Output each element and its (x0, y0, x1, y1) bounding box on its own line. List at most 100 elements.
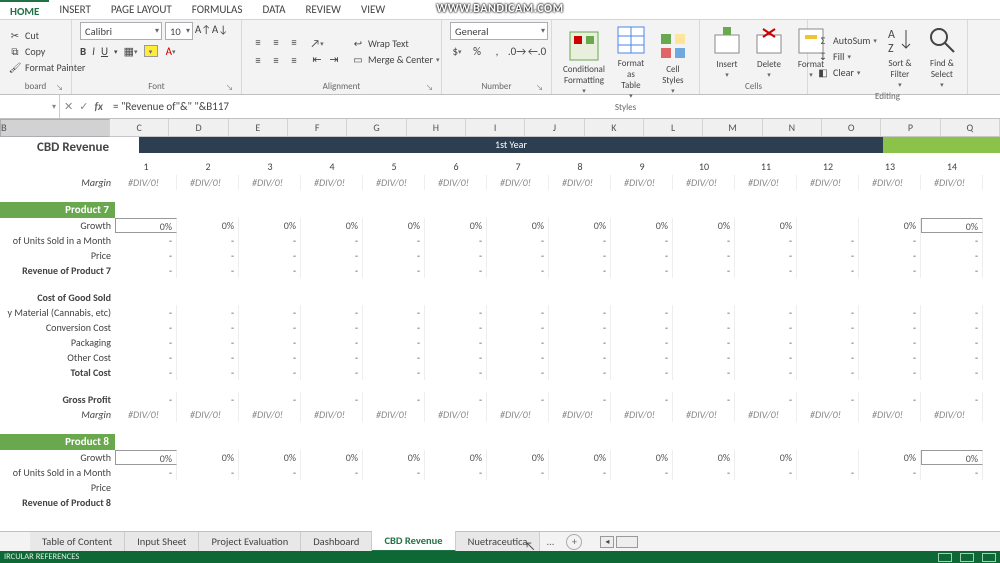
percent-format-button[interactable]: % (470, 44, 484, 58)
font-size-select[interactable]: 10 (165, 22, 193, 40)
comma-format-button[interactable]: , (490, 44, 504, 58)
add-sheet-button[interactable]: + (566, 534, 582, 550)
sheet-tab[interactable]: Input Sheet (125, 532, 199, 551)
align-bottom-icon[interactable]: ≡ (286, 35, 302, 51)
sheet-tab[interactable]: Dashboard (301, 532, 372, 551)
row-rev8[interactable]: Revenue of Product 8 (0, 495, 1000, 510)
scroll-thumb[interactable] (616, 536, 638, 548)
col-header[interactable]: G (347, 119, 406, 136)
row-growth-7[interactable]: Growth 0%0%0%0%0%0%0%0%0%0%0%0%0% (0, 218, 1000, 233)
number-format-select[interactable]: General (450, 22, 548, 40)
row-rev7[interactable]: Revenue of Product 7-------------- (0, 263, 1000, 278)
col-header[interactable]: O (822, 119, 881, 136)
row-conversion[interactable]: Conversion Cost-------------- (0, 320, 1000, 335)
row-cogs[interactable]: Cost of Good Sold (0, 290, 1000, 305)
orientation-button[interactable]: ↗ (310, 37, 324, 51)
underline-button[interactable]: U (101, 45, 108, 58)
font-color-button[interactable]: A (164, 44, 178, 58)
tab-page-layout[interactable]: PAGE LAYOUT (101, 0, 182, 19)
insert-cells-button[interactable]: Insert (708, 23, 746, 81)
dialog-launcher-icon[interactable]: ↘ (226, 83, 233, 93)
product7-header[interactable]: Product 7 (0, 202, 115, 218)
format-as-table-button[interactable]: Format as Table (612, 22, 650, 102)
increase-decimal-icon[interactable]: .0→ (510, 44, 524, 58)
row-total[interactable]: Total Cost-------------- (0, 365, 1000, 380)
tab-insert[interactable]: INSERT (49, 0, 101, 19)
col-header[interactable]: C (110, 119, 169, 136)
col-header[interactable]: E (229, 119, 288, 136)
view-layout-icon[interactable] (960, 553, 974, 562)
clear-button[interactable]: ◧Clear (816, 66, 877, 80)
align-top-icon[interactable]: ≡ (250, 35, 266, 51)
row-growth-8[interactable]: Growth0%0%0%0%0%0%0%0%0%0%0%0%0% (0, 450, 1000, 465)
align-left-icon[interactable]: ≡ (250, 53, 266, 69)
col-header[interactable]: H (407, 119, 466, 136)
col-header[interactable]: K (585, 119, 644, 136)
enter-formula-icon[interactable]: ✓ (79, 100, 88, 113)
italic-button[interactable]: I (92, 45, 95, 58)
cancel-formula-icon[interactable]: ✕ (64, 100, 73, 113)
title-cell[interactable]: CBD Revenue (0, 137, 115, 159)
tab-home[interactable]: HOME (0, 0, 49, 19)
col-header[interactable]: L (644, 119, 703, 136)
dialog-launcher-icon[interactable]: ↘ (536, 83, 543, 93)
tab-formulas[interactable]: FORMULAS (182, 0, 253, 19)
row-other[interactable]: Other Cost-------------- (0, 350, 1000, 365)
decrease-decimal-icon[interactable]: ←.0 (530, 44, 544, 58)
sheet-tab[interactable]: Project Evaluation (199, 532, 301, 551)
sheet-grid[interactable]: CBD Revenue 1st Year 1234567891011121314… (0, 137, 1000, 525)
bold-button[interactable]: B (80, 45, 86, 58)
fill-color-button[interactable] (144, 45, 158, 57)
row-price-8[interactable]: Price (0, 480, 1000, 495)
row-packaging[interactable]: Packaging-------------- (0, 335, 1000, 350)
find-select-button[interactable]: Find & Select (923, 22, 961, 91)
borders-button[interactable]: ▦ (124, 44, 138, 58)
col-header[interactable]: F (288, 119, 347, 136)
col-header[interactable]: P (881, 119, 940, 136)
tab-view[interactable]: VIEW (351, 0, 395, 19)
increase-indent-icon[interactable]: ⇥ (327, 53, 341, 67)
merge-center-button[interactable]: ▭Merge & Center (351, 53, 440, 67)
sort-filter-button[interactable]: AZSort & Filter (881, 22, 919, 91)
row-units-8[interactable]: of Units Sold in a Month-------------- (0, 465, 1000, 480)
row-units-7[interactable]: of Units Sold in a Month-------------- (0, 233, 1000, 248)
more-sheets[interactable]: ... (540, 535, 560, 548)
row-material[interactable]: y Material (Cannabis, etc)-------------- (0, 305, 1000, 320)
dialog-launcher-icon[interactable]: ↘ (426, 83, 433, 93)
align-right-icon[interactable]: ≡ (286, 53, 302, 69)
col-header-b[interactable]: B (0, 119, 110, 137)
accounting-format-button[interactable]: $ (450, 44, 464, 58)
product8-header[interactable]: Product 8 (0, 434, 115, 450)
conditional-formatting-button[interactable]: Conditional Formatting (560, 28, 608, 97)
tab-review[interactable]: REVIEW (295, 0, 351, 19)
col-header[interactable]: N (763, 119, 822, 136)
tab-data[interactable]: DATA (252, 0, 295, 19)
sheet-tab-active[interactable]: CBD Revenue (372, 531, 455, 552)
scroll-left-icon[interactable]: ◂ (600, 536, 614, 548)
col-header[interactable]: M (703, 119, 762, 136)
view-normal-icon[interactable] (938, 553, 952, 562)
autosum-button[interactable]: ΣAutoSum (816, 34, 877, 48)
col-header[interactable]: I (466, 119, 525, 136)
row-margin-7[interactable]: Margin#DIV/0!#DIV/0!#DIV/0!#DIV/0!#DIV/0… (0, 407, 1000, 422)
dialog-launcher-icon[interactable]: ↘ (56, 83, 63, 93)
font-name-select[interactable]: Calibri (80, 22, 162, 40)
align-middle-icon[interactable]: ≡ (268, 35, 284, 51)
name-box[interactable] (0, 95, 60, 118)
col-header[interactable]: D (169, 119, 228, 136)
sheet-tab[interactable]: Table of Content (30, 532, 125, 551)
cell-styles-button[interactable]: Cell Styles (654, 28, 692, 97)
decrease-indent-icon[interactable]: ⇤ (310, 53, 324, 67)
col-header[interactable]: J (525, 119, 584, 136)
col-header[interactable]: Q (941, 119, 1000, 136)
increase-font-icon[interactable]: A↑ (196, 22, 210, 36)
fx-icon[interactable]: fx (94, 100, 103, 113)
wrap-text-button[interactable]: ↩Wrap Text (351, 37, 440, 51)
row-margin-top[interactable]: Margin #DIV/0!#DIV/0!#DIV/0!#DIV/0!#DIV/… (0, 175, 1000, 190)
view-break-icon[interactable] (982, 553, 996, 562)
fill-button[interactable]: ↧Fill (816, 50, 877, 64)
row-gross[interactable]: Gross Profit-------------- (0, 392, 1000, 407)
delete-cells-button[interactable]: Delete (750, 23, 788, 81)
align-center-icon[interactable]: ≡ (268, 53, 284, 69)
decrease-font-icon[interactable]: A↓ (213, 22, 227, 36)
